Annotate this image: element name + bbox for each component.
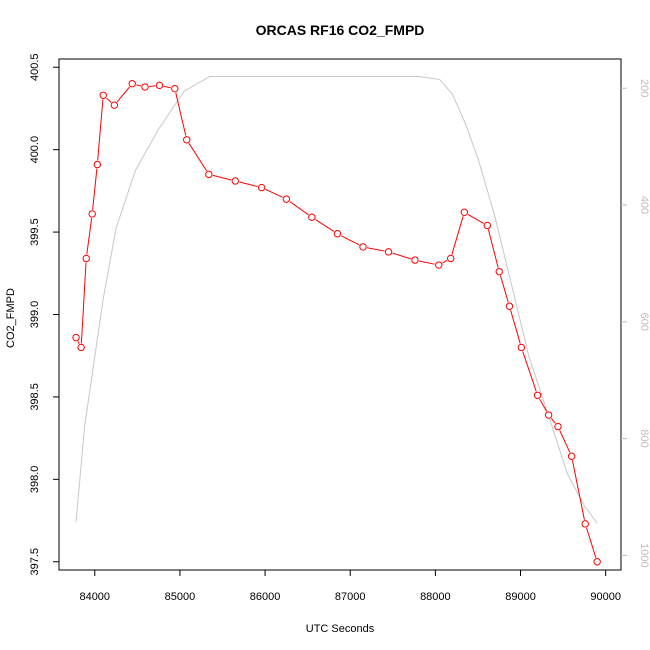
data-point xyxy=(411,256,419,264)
secondary-y-axis: 200 400 600 800 1000 xyxy=(621,79,650,568)
series-segment xyxy=(539,398,548,412)
data-point xyxy=(533,391,542,399)
series-segment xyxy=(106,97,112,103)
data-point xyxy=(384,248,393,256)
data-point xyxy=(567,452,576,460)
series-segment xyxy=(550,417,556,424)
data-point xyxy=(460,208,469,217)
series-segment xyxy=(510,310,521,344)
data-point xyxy=(93,160,102,169)
data-point xyxy=(141,83,149,91)
x-tick-label: 86000 xyxy=(250,591,281,603)
y-tick-label: 400.5 xyxy=(29,53,41,81)
data-point xyxy=(505,302,514,310)
secondary-series xyxy=(75,76,598,524)
data-point xyxy=(183,136,191,144)
data-point xyxy=(257,183,266,192)
series-segment xyxy=(239,181,258,188)
x-axis: 84000 85000 86000 87000 88000 89000 90000 xyxy=(79,570,621,603)
chart-title: ORCAS RF16 CO2_FMPD xyxy=(256,22,425,38)
data-point xyxy=(231,177,239,185)
y-tick-label: 399.0 xyxy=(29,301,41,329)
data-point xyxy=(517,343,526,352)
data-point xyxy=(171,84,179,93)
data-point xyxy=(544,411,553,419)
series-segment xyxy=(212,174,232,181)
x-tick-label: 87000 xyxy=(335,591,366,603)
series-segment xyxy=(499,275,509,303)
series-segment xyxy=(315,219,335,232)
y-tick-label: 398.0 xyxy=(29,466,41,494)
series-segment xyxy=(80,262,87,344)
series-segment xyxy=(451,216,464,255)
series-segment xyxy=(418,260,435,265)
series-segment xyxy=(340,235,360,246)
data-point xyxy=(155,81,164,90)
series-segment xyxy=(487,229,499,268)
x-tick-label: 90000 xyxy=(590,591,621,603)
data-point xyxy=(88,210,96,218)
series-segment xyxy=(265,188,283,198)
x-tick-label: 84000 xyxy=(79,591,110,603)
series-segment xyxy=(116,86,130,103)
series-segment xyxy=(571,460,585,520)
x-tick-label: 85000 xyxy=(165,591,196,603)
series-segment xyxy=(86,218,93,255)
series-segment xyxy=(522,351,537,392)
data-point xyxy=(282,195,291,203)
x-tick-label: 88000 xyxy=(420,591,451,603)
y-axis-label: CO2_FMPD xyxy=(5,288,17,348)
data-point xyxy=(99,91,107,99)
data-point xyxy=(359,243,367,251)
y-tick-label: 398.5 xyxy=(29,383,41,411)
y2-tick-label: 1000 xyxy=(638,543,650,567)
data-point xyxy=(554,422,562,431)
y2-tick-label: 600 xyxy=(638,313,650,331)
series-segment xyxy=(367,247,385,252)
data-point xyxy=(128,80,136,88)
y-tick-label: 400.0 xyxy=(29,136,41,164)
y2-tick-label: 200 xyxy=(638,79,650,97)
y2-tick-label: 800 xyxy=(638,429,650,447)
data-point xyxy=(110,101,119,109)
x-tick-label: 89000 xyxy=(505,591,536,603)
series-segment xyxy=(559,430,571,453)
co2-fmpd-series xyxy=(72,80,601,566)
data-point xyxy=(308,213,316,221)
data-point xyxy=(483,221,492,230)
y2-tick-label: 400 xyxy=(638,196,650,214)
series-segment xyxy=(77,341,80,344)
data-point xyxy=(495,267,503,276)
series-segment xyxy=(392,252,412,260)
y-tick-label: 397.5 xyxy=(29,548,41,576)
data-point xyxy=(446,254,455,263)
data-point xyxy=(72,333,80,342)
plot-border xyxy=(58,58,622,571)
series-segment xyxy=(188,143,208,172)
y-tick-label: 399.5 xyxy=(29,218,41,246)
y-axis: 397.5 398.0 398.5 399.0 399.5 400.0 400.5 xyxy=(29,53,59,576)
series-segment xyxy=(163,85,171,89)
series-segment xyxy=(289,201,309,216)
data-point xyxy=(593,558,601,566)
series-segment xyxy=(586,527,597,558)
x-axis-label: UTC Seconds xyxy=(306,623,375,635)
data-point xyxy=(435,261,443,269)
series-segment xyxy=(149,85,156,88)
data-point xyxy=(333,230,342,238)
series-segment xyxy=(92,168,98,210)
series-segment xyxy=(136,84,142,87)
series-segment xyxy=(467,213,484,224)
data-point xyxy=(77,343,85,352)
secondary-series-line xyxy=(75,76,598,524)
data-point xyxy=(82,254,90,263)
data-point xyxy=(205,170,213,179)
data-point xyxy=(581,520,589,528)
series-segment xyxy=(175,92,187,136)
series-segment xyxy=(442,260,448,264)
series-segment xyxy=(97,99,104,161)
